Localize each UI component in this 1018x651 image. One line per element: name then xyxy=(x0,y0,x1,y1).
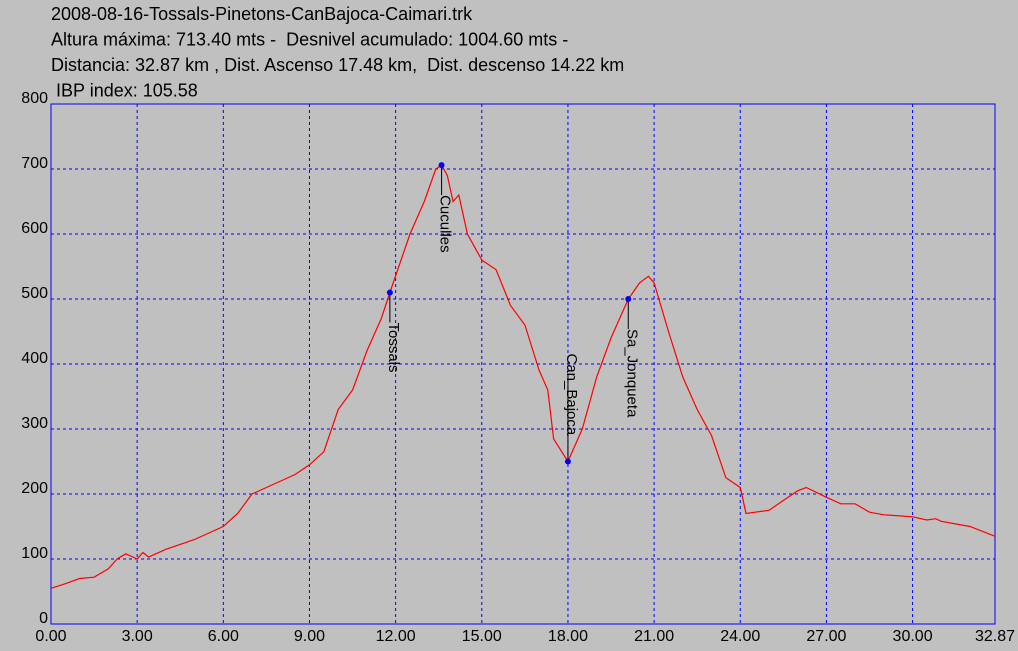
x-tick-label: 27.00 xyxy=(806,628,846,645)
y-tick-label: 800 xyxy=(21,90,48,107)
y-tick-label: 0 xyxy=(39,610,48,627)
elevation-line xyxy=(50,164,996,589)
waypoint-marker xyxy=(438,162,445,169)
header-line: Distancia: 32.87 km , Dist. Ascenso 17.4… xyxy=(51,55,624,75)
header-line: IBP index: 105.58 xyxy=(51,81,198,101)
waypoint-label: Can_Bajoca xyxy=(563,354,580,436)
x-tick-label: 12.00 xyxy=(376,628,416,645)
waypoint-label: Sa_Jonqueta xyxy=(623,329,640,418)
y-tick-label: 600 xyxy=(21,220,48,237)
x-tick-label: 3.00 xyxy=(122,628,153,645)
y-tick-label: 500 xyxy=(21,285,48,302)
waypoint-label: Tossals xyxy=(385,323,402,373)
y-tick-label: 200 xyxy=(21,480,48,497)
x-tick-label: 32.87 xyxy=(975,628,1015,645)
waypoint-label: Cuculles xyxy=(437,195,454,253)
x-tick-label: 18.00 xyxy=(548,628,588,645)
y-tick-label: 700 xyxy=(21,155,48,172)
x-tick-label: 9.00 xyxy=(294,628,325,645)
waypoint-marker xyxy=(625,296,632,302)
waypoint-marker xyxy=(564,458,571,465)
x-tick-label: 15.00 xyxy=(462,628,502,645)
x-tick-label: 24.00 xyxy=(720,628,760,645)
waypoint-marker xyxy=(386,289,393,296)
plot-frame xyxy=(50,103,996,625)
plot-area xyxy=(51,104,995,624)
x-tick-label: 30.00 xyxy=(893,628,933,645)
y-tick-label: 100 xyxy=(21,545,48,562)
header-line: 2008-08-16-Tossals-Pinetons-CanBajoca-Ca… xyxy=(51,4,473,24)
x-tick-label: 6.00 xyxy=(208,628,239,645)
y-tick-label: 300 xyxy=(21,415,48,432)
x-tick-label: 0.00 xyxy=(35,628,66,645)
x-tick-label: 21.00 xyxy=(634,628,674,645)
y-tick-label: 400 xyxy=(21,350,48,367)
header-line: Altura máxima: 713.40 mts - Desnivel acu… xyxy=(51,30,568,50)
